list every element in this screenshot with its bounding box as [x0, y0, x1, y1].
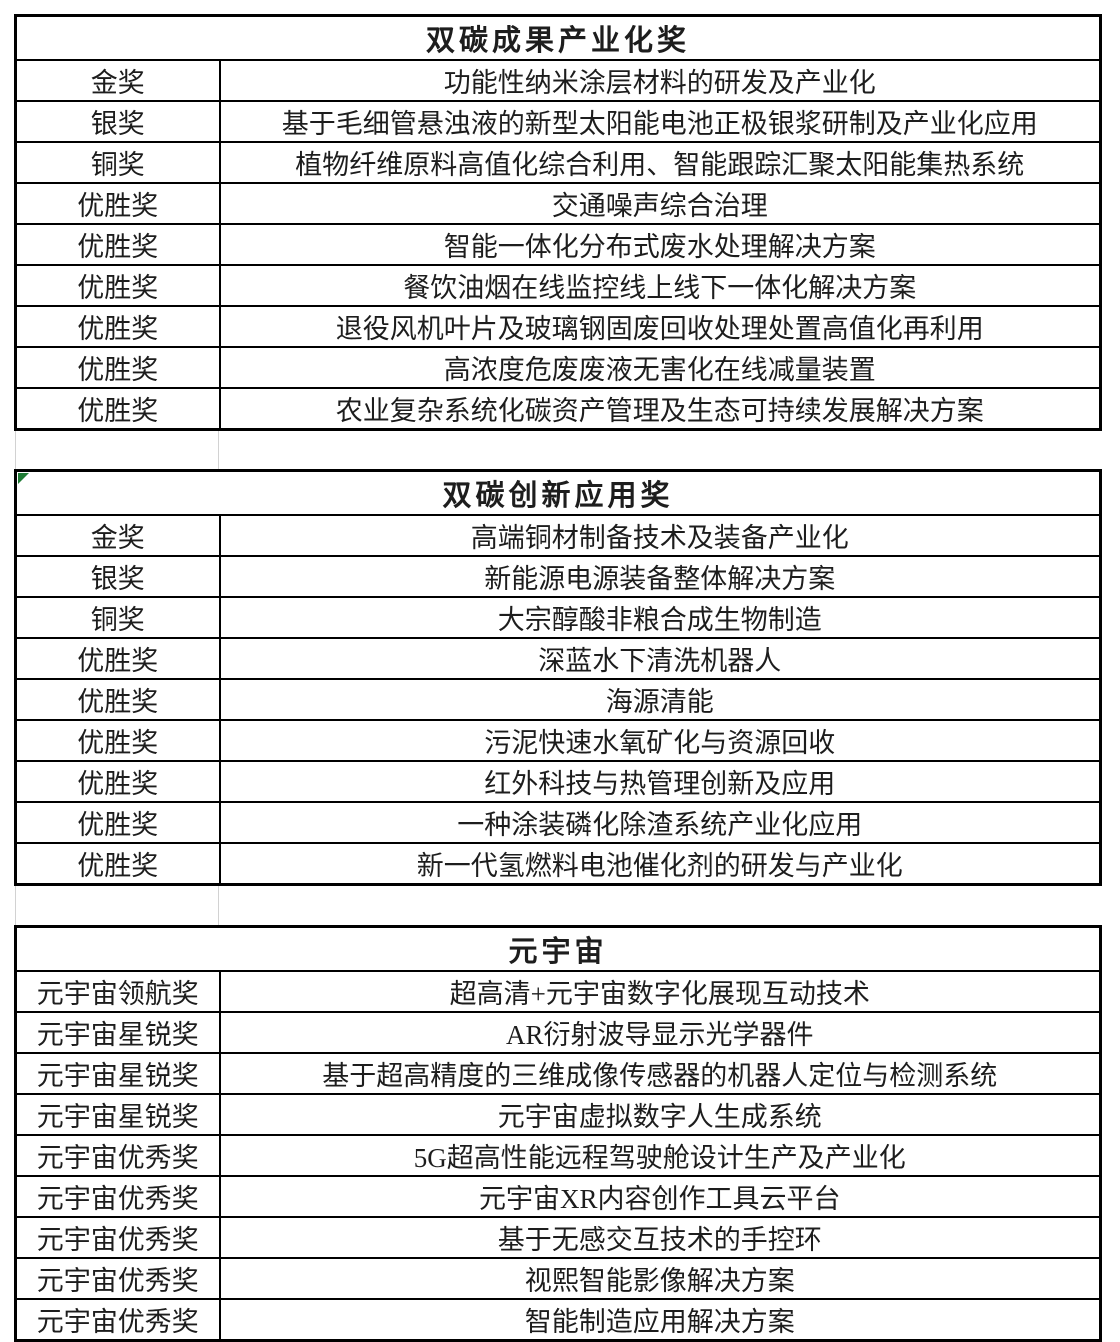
- table-row: 金奖 功能性纳米涂层材料的研发及产业化: [14, 59, 1102, 102]
- project-name-cell: 元宇宙虚拟数字人生成系统: [218, 1093, 1102, 1136]
- award-level-cell: 优胜奖: [14, 637, 221, 680]
- award-level-cell: 优胜奖: [14, 842, 221, 886]
- award-level-cell: 金奖: [14, 59, 221, 102]
- table-row: 铜奖 植物纤维原料高值化综合利用、智能跟踪汇聚太阳能集热系统: [14, 141, 1102, 184]
- project-name-cell: 污泥快速水氧矿化与资源回收: [218, 719, 1102, 762]
- award-level-cell: 元宇宙领航奖: [14, 970, 221, 1013]
- award-level-cell: 银奖: [14, 555, 221, 598]
- table-title-row: 元宇宙: [14, 925, 1102, 972]
- award-level-cell: 元宇宙星锐奖: [14, 1093, 221, 1136]
- project-name-cell: 5G超高性能远程驾驶舱设计生产及产业化: [218, 1134, 1102, 1177]
- table-row: 元宇宙星锐奖 元宇宙虚拟数字人生成系统: [14, 1093, 1102, 1136]
- table-row: 元宇宙优秀奖 视熙智能影像解决方案: [14, 1257, 1102, 1300]
- table-row: 优胜奖 深蓝水下清洗机器人: [14, 637, 1102, 680]
- project-name-cell: 农业复杂系统化碳资产管理及生态可持续发展解决方案: [218, 387, 1102, 431]
- award-level-cell: 元宇宙优秀奖: [14, 1134, 221, 1177]
- project-name-cell: 餐饮油烟在线监控线上线下一体化解决方案: [218, 264, 1102, 307]
- table-row: 银奖 基于毛细管悬浊液的新型太阳能电池正极银浆研制及产业化应用: [14, 100, 1102, 143]
- table-row: 铜奖 大宗醇酸非粮合成生物制造: [14, 596, 1102, 639]
- award-level-cell: 优胜奖: [14, 305, 221, 348]
- table-title-row: 双碳成果产业化奖: [14, 14, 1102, 61]
- award-level-cell: 元宇宙优秀奖: [14, 1298, 221, 1342]
- faint-gridline: [15, 431, 16, 469]
- award-table-shuangtan-chuangxin: 双碳创新应用奖 金奖 高端铜材制备技术及装备产业化 银奖 新能源电源装备整体解决方案铜…: [14, 469, 1102, 886]
- award-level-cell: 优胜奖: [14, 719, 221, 762]
- table-title-text: 双碳创新应用奖: [442, 480, 674, 512]
- table-row: 元宇宙优秀奖 基于无感交互技术的手控环: [14, 1216, 1102, 1259]
- project-name-cell: 基于毛细管悬浊液的新型太阳能电池正极银浆研制及产业化应用: [218, 100, 1102, 143]
- award-table-yuanyuzhou: 元宇宙 元宇宙领航奖 超高清+元宇宙数字化展现互动技术 元宇宙星锐奖 AR衍射波导显示…: [14, 925, 1102, 1342]
- award-level-cell: 优胜奖: [14, 678, 221, 721]
- project-name-cell: 退役风机叶片及玻璃钢固废回收处理处置高值化再利用: [218, 305, 1102, 348]
- project-name-cell: 大宗醇酸非粮合成生物制造: [218, 596, 1102, 639]
- table-row: 元宇宙优秀奖 元宇宙XR内容创作工具云平台: [14, 1175, 1102, 1218]
- project-name-cell: 高端铜材制备技术及装备产业化: [218, 514, 1102, 557]
- table-row: 优胜奖 海源清能: [14, 678, 1102, 721]
- award-level-cell: 优胜奖: [14, 223, 221, 266]
- table-row: 优胜奖 高浓度危废废液无害化在线减量装置: [14, 346, 1102, 389]
- faint-gridline: [15, 886, 16, 925]
- project-name-cell: 交通噪声综合治理: [218, 182, 1102, 225]
- award-level-cell: 铜奖: [14, 596, 221, 639]
- award-level-cell: 元宇宙优秀奖: [14, 1257, 221, 1300]
- table-title: 双碳创新应用奖: [14, 469, 1102, 516]
- table-title-row: 双碳创新应用奖: [14, 469, 1102, 516]
- project-name-cell: 高浓度危废废液无害化在线减量装置: [218, 346, 1102, 389]
- table-title: 双碳成果产业化奖: [14, 14, 1102, 61]
- table-row: 元宇宙领航奖 超高清+元宇宙数字化展现互动技术: [14, 970, 1102, 1013]
- project-name-cell: 基于超高精度的三维成像传感器的机器人定位与检测系统: [218, 1052, 1102, 1095]
- award-level-cell: 铜奖: [14, 141, 221, 184]
- project-name-cell: AR衍射波导显示光学器件: [218, 1011, 1102, 1054]
- project-name-cell: 植物纤维原料高值化综合利用、智能跟踪汇聚太阳能集热系统: [218, 141, 1102, 184]
- faint-gridline: [218, 431, 219, 469]
- project-name-cell: 智能一体化分布式废水处理解决方案: [218, 223, 1102, 266]
- table-row: 元宇宙星锐奖 AR衍射波导显示光学器件: [14, 1011, 1102, 1054]
- project-name-cell: 新一代氢燃料电池催化剂的研发与产业化: [218, 842, 1102, 886]
- table-gap: [14, 886, 1102, 925]
- project-name-cell: 功能性纳米涂层材料的研发及产业化: [218, 59, 1102, 102]
- table-row: 优胜奖 餐饮油烟在线监控线上线下一体化解决方案: [14, 264, 1102, 307]
- table-row: 元宇宙星锐奖 基于超高精度的三维成像传感器的机器人定位与检测系统: [14, 1052, 1102, 1095]
- award-level-cell: 优胜奖: [14, 264, 221, 307]
- cell-corner-indicator-triangle-icon: [18, 473, 29, 484]
- award-level-cell: 元宇宙星锐奖: [14, 1011, 221, 1054]
- award-level-cell: 元宇宙星锐奖: [14, 1052, 221, 1095]
- project-name-cell: 基于无感交互技术的手控环: [218, 1216, 1102, 1259]
- table-row: 金奖 高端铜材制备技术及装备产业化: [14, 514, 1102, 557]
- award-level-cell: 优胜奖: [14, 760, 221, 803]
- table-row: 优胜奖 农业复杂系统化碳资产管理及生态可持续发展解决方案: [14, 387, 1102, 431]
- award-table-shuangtan-chengguo: 双碳成果产业化奖 金奖 功能性纳米涂层材料的研发及产业化 银奖 基于毛细管悬浊液的新型…: [14, 14, 1102, 431]
- project-name-cell: 元宇宙XR内容创作工具云平台: [218, 1175, 1102, 1218]
- award-level-cell: 优胜奖: [14, 182, 221, 225]
- award-level-cell: 元宇宙优秀奖: [14, 1175, 221, 1218]
- project-name-cell: 一种涂装磷化除渣系统产业化应用: [218, 801, 1102, 844]
- table-gap: [14, 431, 1102, 469]
- award-level-cell: 优胜奖: [14, 346, 221, 389]
- table-row: 优胜奖 交通噪声综合治理: [14, 182, 1102, 225]
- award-level-cell: 优胜奖: [14, 801, 221, 844]
- table-row: 优胜奖 污泥快速水氧矿化与资源回收: [14, 719, 1102, 762]
- faint-gridline: [218, 886, 219, 925]
- table-row: 优胜奖 红外科技与热管理创新及应用: [14, 760, 1102, 803]
- project-name-cell: 超高清+元宇宙数字化展现互动技术: [218, 970, 1102, 1013]
- table-row: 银奖 新能源电源装备整体解决方案: [14, 555, 1102, 598]
- award-level-cell: 金奖: [14, 514, 221, 557]
- project-name-cell: 智能制造应用解决方案: [218, 1298, 1102, 1342]
- project-name-cell: 深蓝水下清洗机器人: [218, 637, 1102, 680]
- table-row: 优胜奖 一种涂装磷化除渣系统产业化应用: [14, 801, 1102, 844]
- project-name-cell: 海源清能: [218, 678, 1102, 721]
- table-row: 元宇宙优秀奖 5G超高性能远程驾驶舱设计生产及产业化: [14, 1134, 1102, 1177]
- award-level-cell: 优胜奖: [14, 387, 221, 431]
- table-row: 优胜奖 新一代氢燃料电池催化剂的研发与产业化: [14, 842, 1102, 886]
- table-row: 元宇宙优秀奖 智能制造应用解决方案: [14, 1298, 1102, 1342]
- project-name-cell: 新能源电源装备整体解决方案: [218, 555, 1102, 598]
- table-row: 优胜奖 退役风机叶片及玻璃钢固废回收处理处置高值化再利用: [14, 305, 1102, 348]
- project-name-cell: 红外科技与热管理创新及应用: [218, 760, 1102, 803]
- award-level-cell: 元宇宙优秀奖: [14, 1216, 221, 1259]
- award-level-cell: 银奖: [14, 100, 221, 143]
- table-row: 优胜奖 智能一体化分布式废水处理解决方案: [14, 223, 1102, 266]
- project-name-cell: 视熙智能影像解决方案: [218, 1257, 1102, 1300]
- table-title: 元宇宙: [14, 925, 1102, 972]
